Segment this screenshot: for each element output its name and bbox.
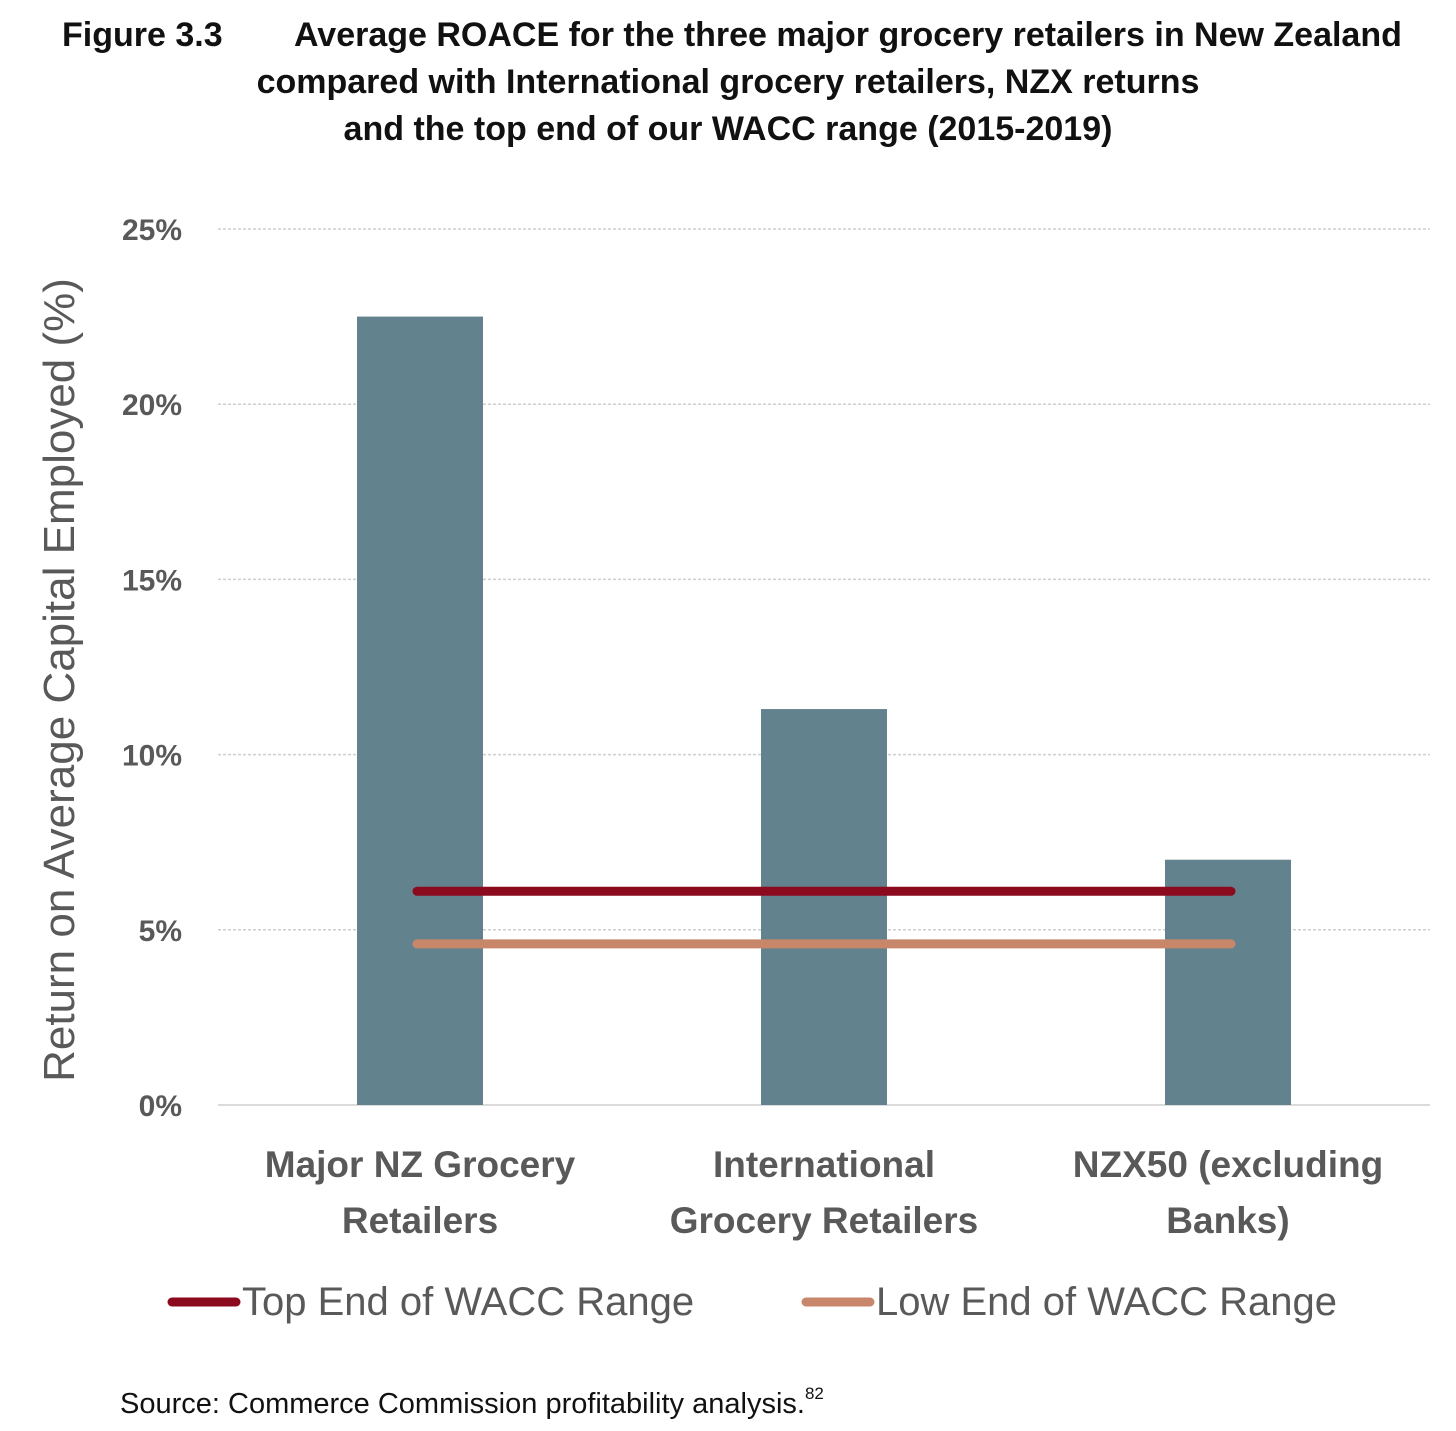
- y-tick-label: 5%: [139, 915, 182, 948]
- bar-3: [1165, 859, 1291, 1105]
- source-footnote: 82: [804, 1384, 824, 1403]
- legend-label-low-wacc: Low End of WACC Range: [876, 1280, 1337, 1324]
- y-axis-title: Return on Average Capital Employed (%): [35, 278, 84, 1082]
- bar-2: [761, 709, 887, 1105]
- x-category-label: International: [713, 1144, 935, 1185]
- x-category-label: Retailers: [342, 1200, 498, 1241]
- y-tick-label: 20%: [122, 389, 182, 422]
- figure-number: Figure 3.3: [62, 16, 223, 54]
- x-category-label: Banks): [1166, 1200, 1289, 1241]
- figure-title-line-2: compared with International grocery reta…: [256, 63, 1200, 101]
- figure-title-line-3: and the top end of our WACC range (2015-…: [343, 110, 1113, 148]
- bar-1: [357, 316, 483, 1106]
- y-tick-label: 15%: [122, 564, 182, 597]
- figure-title-line-1: Average ROACE for the three major grocer…: [294, 16, 1402, 54]
- source-note: Source: Commerce Commission profitabilit…: [120, 1384, 824, 1421]
- figure-title: Figure 3.3 Average ROACE for the three ma…: [0, 12, 1456, 153]
- x-category-label: Major NZ Grocery: [265, 1144, 576, 1185]
- y-tick-label: 0%: [139, 1090, 182, 1123]
- x-category-label: NZX50 (excluding: [1073, 1144, 1383, 1185]
- legend-label-top-wacc: Top End of WACC Range: [242, 1280, 694, 1324]
- source-text: Source: Commerce Commission profitabilit…: [120, 1388, 805, 1420]
- y-tick-label: 25%: [122, 214, 182, 247]
- x-category-label: Grocery Retailers: [670, 1200, 979, 1241]
- y-tick-label: 10%: [122, 740, 182, 773]
